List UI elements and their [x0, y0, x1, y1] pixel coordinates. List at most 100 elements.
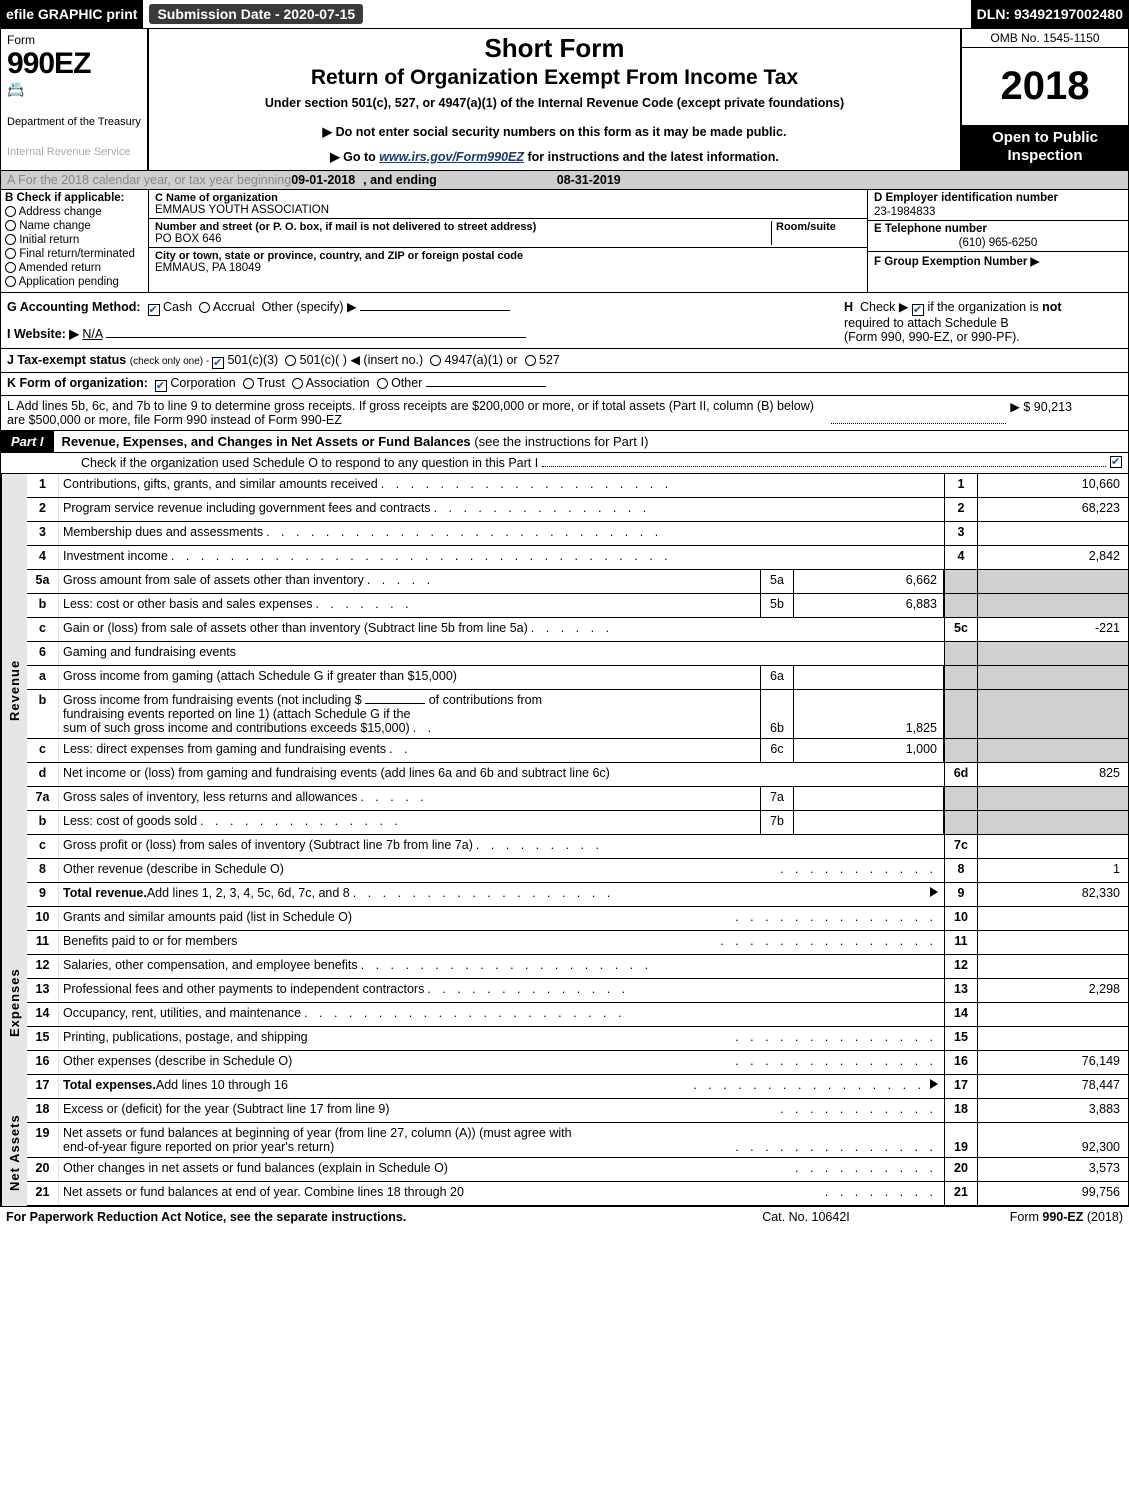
- i-label: I Website: ▶: [7, 327, 79, 341]
- expenses-section: Expenses 10Grants and similar amounts pa…: [1, 907, 1128, 1099]
- ln-6: 6: [27, 642, 59, 665]
- d-6b-4: sum of such gross income and contributio…: [63, 721, 410, 735]
- d-14: Occupancy, rent, utilities, and maintena…: [63, 1006, 301, 1020]
- l-text: L Add lines 5b, 6c, and 7b to line 9 to …: [7, 399, 814, 427]
- v-16: 76,149: [978, 1051, 1128, 1074]
- iv-6b: 1,825: [794, 690, 944, 738]
- b-initial-return[interactable]: Initial return: [5, 234, 144, 246]
- b-final-return[interactable]: Final return/terminated: [5, 248, 144, 260]
- row-g-h: G Accounting Method: Cash Accrual Other …: [0, 293, 1129, 349]
- d-7c: Gross profit or (loss) from sales of inv…: [63, 838, 473, 852]
- j-527-radio[interactable]: [525, 355, 536, 366]
- d-5b: Less: cost or other basis and sales expe…: [63, 597, 312, 611]
- ln-6c: c: [27, 739, 59, 762]
- v-2: 68,223: [978, 498, 1128, 521]
- department: Department of the Treasury: [7, 116, 141, 128]
- ln-6b: b: [27, 690, 59, 738]
- ln-5a: 5a: [27, 570, 59, 593]
- in-7a: 7a: [760, 787, 794, 810]
- f-group-label: F Group Exemption Number ▶: [874, 256, 1039, 268]
- v-8: 1: [978, 859, 1128, 882]
- ledger: Revenue 1Contributions, gifts, grants, a…: [0, 474, 1129, 1206]
- d-1: Contributions, gifts, grants, and simila…: [63, 477, 378, 491]
- iv-5b: 6,883: [794, 594, 944, 617]
- k-assoc: Association: [306, 376, 370, 390]
- d-9-rest: Add lines 1, 2, 3, 4, 5c, 6d, 7c, and 8: [147, 886, 350, 900]
- d-ein-value: 23-1984833: [874, 204, 1122, 218]
- ln-10: 10: [27, 907, 59, 930]
- j-small: (check only one) -: [130, 356, 212, 367]
- top-bar: efile GRAPHIC print Submission Date - 20…: [0, 0, 1129, 28]
- j-501c3-check[interactable]: [212, 357, 224, 369]
- line-h: H Check ▶ if the organization is not req…: [838, 293, 1128, 348]
- ln-15: 15: [27, 1027, 59, 1050]
- rn-15: 15: [944, 1027, 978, 1050]
- under-section: Under section 501(c), 527, or 4947(a)(1)…: [159, 96, 950, 110]
- f-group-row: F Group Exemption Number ▶: [868, 252, 1128, 292]
- rn-9: 9: [944, 883, 978, 906]
- goto-link[interactable]: www.irs.gov/Form990EZ: [379, 150, 524, 164]
- in-6a: 6a: [760, 666, 794, 689]
- h-text2: required to attach Schedule B: [844, 316, 1122, 330]
- g-accrual: Accrual: [213, 300, 255, 314]
- footer-left: For Paperwork Reduction Act Notice, see …: [6, 1210, 762, 1224]
- v-10: [978, 907, 1128, 930]
- v-5c: -221: [978, 618, 1128, 641]
- v-9: 82,330: [978, 883, 1128, 906]
- part1-tag: Part I: [1, 431, 54, 452]
- ln-5c: c: [27, 618, 59, 641]
- g-accrual-radio[interactable]: [199, 302, 210, 313]
- k-other-radio[interactable]: [377, 378, 388, 389]
- j-4947-radio[interactable]: [430, 355, 441, 366]
- d-6: Gaming and fundraising events: [63, 645, 236, 659]
- d-3: Membership dues and assessments: [63, 525, 263, 539]
- h-checkbox[interactable]: [912, 304, 924, 316]
- form-header: Form 990EZ 📇 Department of the Treasury …: [0, 28, 1129, 171]
- v-13: 2,298: [978, 979, 1128, 1002]
- rn-5a-grey: [944, 570, 978, 593]
- k-trust-radio[interactable]: [243, 378, 254, 389]
- d-19-2: end-of-year figure reported on prior yea…: [63, 1140, 334, 1154]
- k-corp-check[interactable]: [155, 380, 167, 392]
- d-6a: Gross income from gaming (attach Schedul…: [63, 669, 457, 683]
- j-501c-radio[interactable]: [285, 355, 296, 366]
- rn-16: 16: [944, 1051, 978, 1074]
- rn-14: 14: [944, 1003, 978, 1026]
- c-street-label: Number and street (or P. O. box, if mail…: [155, 221, 771, 233]
- in-5b: 5b: [760, 594, 794, 617]
- k-other: Other: [391, 376, 422, 390]
- k-assoc-radio[interactable]: [292, 378, 303, 389]
- c-street-value: PO BOX 646: [155, 233, 771, 245]
- ln-11: 11: [27, 931, 59, 954]
- rn-18: 18: [944, 1099, 978, 1122]
- g-cash-check[interactable]: [148, 304, 160, 316]
- footer-right: Form 990-EZ (2018): [1010, 1210, 1123, 1224]
- v-17: 78,447: [978, 1075, 1128, 1098]
- in-5a: 5a: [760, 570, 794, 593]
- b-pending[interactable]: Application pending: [5, 276, 144, 288]
- d-16: Other expenses (describe in Schedule O): [63, 1054, 292, 1068]
- ln-12: 12: [27, 955, 59, 978]
- goto-prefix: ▶ Go to: [330, 150, 379, 164]
- b-amended[interactable]: Amended return: [5, 262, 144, 274]
- form-number: 990EZ: [7, 47, 141, 81]
- c-name-row: C Name of organization EMMAUS YOUTH ASSO…: [149, 190, 867, 219]
- part1-schedule-o-check[interactable]: [1110, 456, 1122, 468]
- v-6d: 825: [978, 763, 1128, 786]
- d-20: Other changes in net assets or fund bala…: [63, 1161, 448, 1175]
- v-1: 10,660: [978, 474, 1128, 497]
- in-6b: 6b: [760, 690, 794, 738]
- e-phone-label: E Telephone number: [874, 223, 1122, 235]
- b-addr-change[interactable]: Address change: [5, 206, 144, 218]
- c-street-row: Number and street (or P. O. box, if mail…: [149, 219, 867, 248]
- goto-suffix: for instructions and the latest informat…: [524, 150, 779, 164]
- b-name-change[interactable]: Name change: [5, 220, 144, 232]
- ln-21: 21: [27, 1182, 59, 1205]
- rn-11: 11: [944, 931, 978, 954]
- part1-check-text: Check if the organization used Schedule …: [81, 456, 538, 470]
- d-10: Grants and similar amounts paid (list in…: [63, 910, 352, 924]
- sub-date-wrap: Submission Date - 2020-07-15: [143, 0, 365, 28]
- j-501c: 501(c)( ) ◀ (insert no.): [300, 353, 424, 367]
- c-city-value: EMMAUS, PA 18049: [155, 262, 861, 274]
- rn-20: 20: [944, 1158, 978, 1181]
